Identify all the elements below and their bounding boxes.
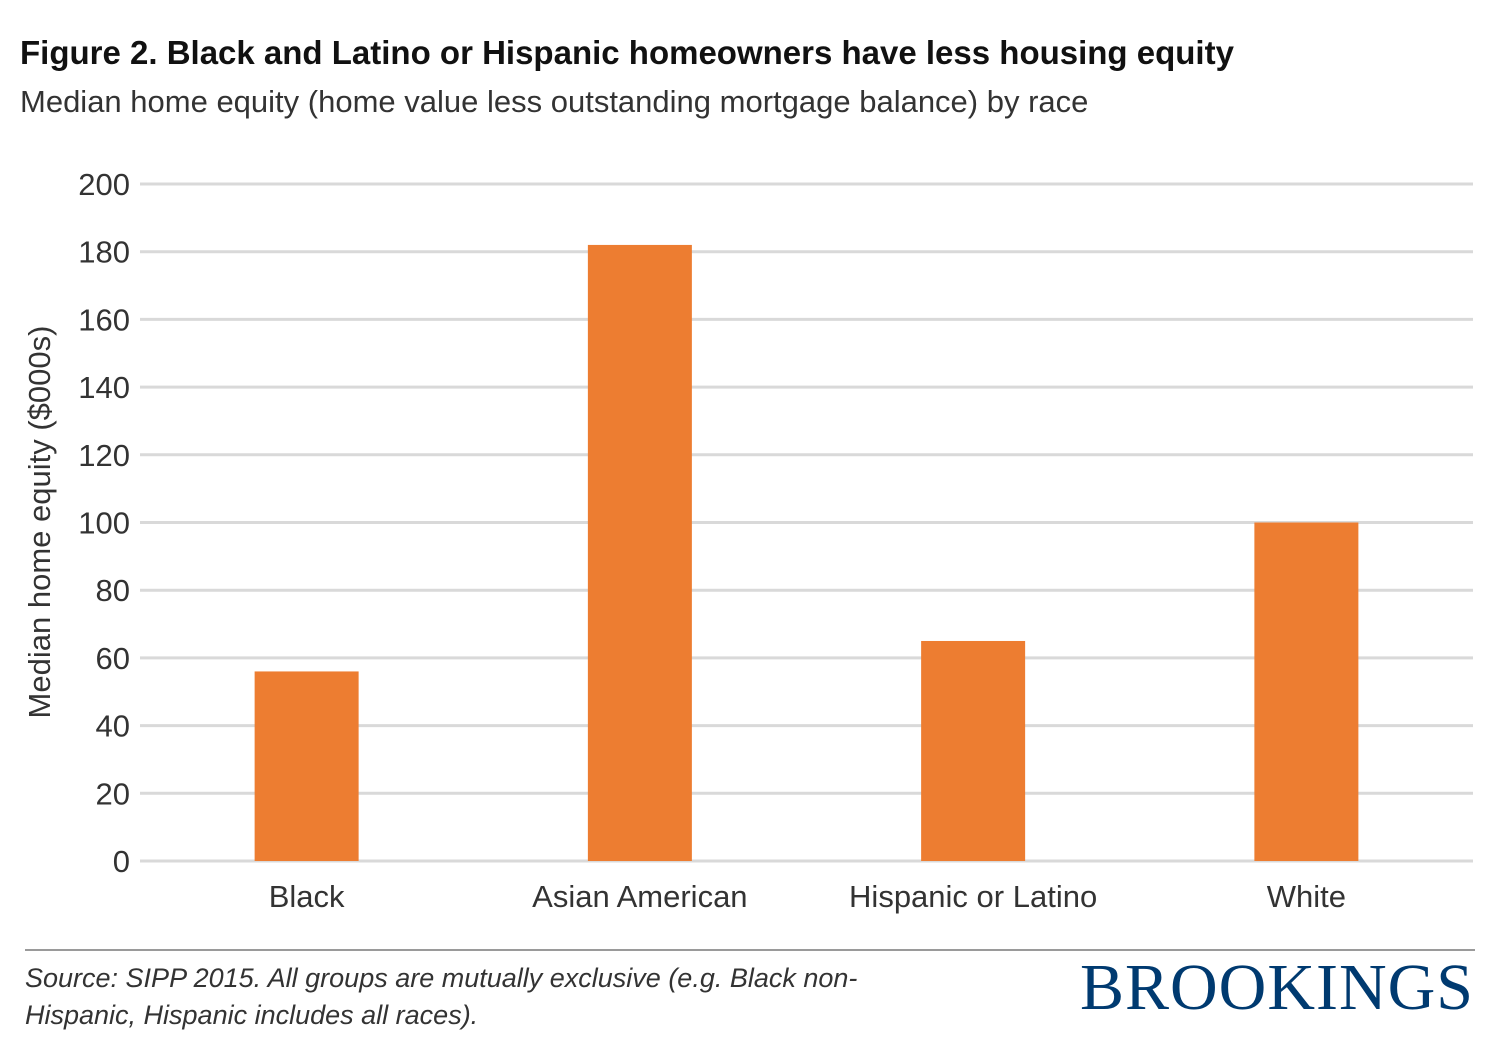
footer-divider: [25, 949, 1475, 951]
bar-black: [254, 671, 359, 861]
x-tick-label: White: [1267, 879, 1346, 914]
y-tick-label: 200: [78, 167, 130, 202]
y-axis-label: Median home equity ($000s): [22, 326, 57, 719]
x-axis-labels: Black Asian American Hispanic or Latino Whi…: [269, 879, 1346, 914]
y-tick-label: 100: [78, 506, 130, 541]
chart-title: Figure 2. Black and Latino or Hispanic h…: [20, 34, 1234, 71]
y-tick-label: 120: [78, 438, 130, 473]
bar-hispanic-or-latino: [921, 640, 1026, 861]
y-tick-label: 80: [96, 573, 130, 608]
bar-chart: 0 20 40 60 80 100 120 140 160 180 200 Black Asian A…: [22, 167, 1473, 914]
gridlines: [140, 182, 1473, 863]
source-note: Source: SIPP 2015. All groups are mutual…: [25, 963, 858, 1030]
y-tick-label: 40: [96, 709, 130, 744]
x-tick-label: Hispanic or Latino: [849, 879, 1097, 914]
x-tick-label: Black: [269, 879, 345, 914]
y-tick-label: 60: [96, 641, 130, 676]
bar-asian-american: [587, 244, 692, 861]
y-tick-label: 180: [78, 235, 130, 270]
brookings-logo: BROOKINGS: [1079, 951, 1474, 1024]
y-tick-label: 140: [78, 370, 130, 405]
y-axis-ticks: 0 20 40 60 80 100 120 140 160 180 200: [78, 167, 130, 879]
y-tick-label: 0: [113, 844, 130, 879]
y-tick-label: 20: [96, 776, 130, 811]
bar-white: [1254, 522, 1359, 861]
chart-subtitle: Median home equity (home value less outs…: [20, 84, 1089, 119]
bars: [254, 244, 1359, 861]
x-tick-label: Asian American: [532, 879, 747, 914]
y-tick-label: 160: [78, 302, 130, 337]
